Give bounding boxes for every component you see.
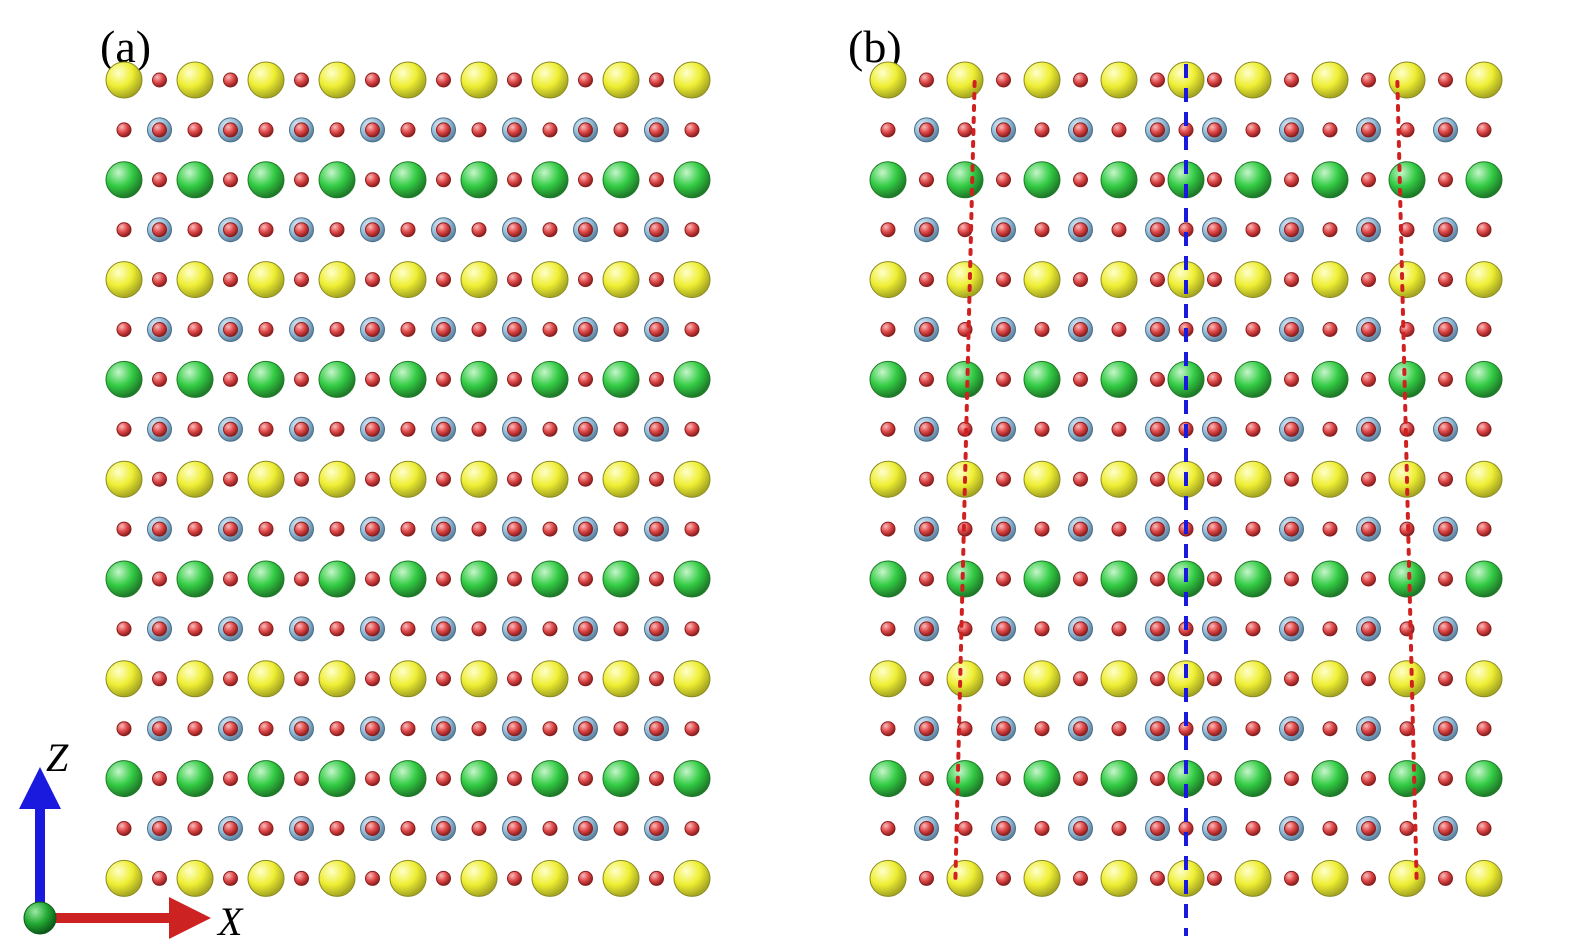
- panel-b-overlay-lines: [955, 64, 1416, 936]
- panel-a-lattice: [106, 62, 710, 896]
- figure-svg: [0, 0, 1575, 945]
- y-axis-dot: [24, 902, 56, 934]
- coordinate-axes: [24, 788, 190, 934]
